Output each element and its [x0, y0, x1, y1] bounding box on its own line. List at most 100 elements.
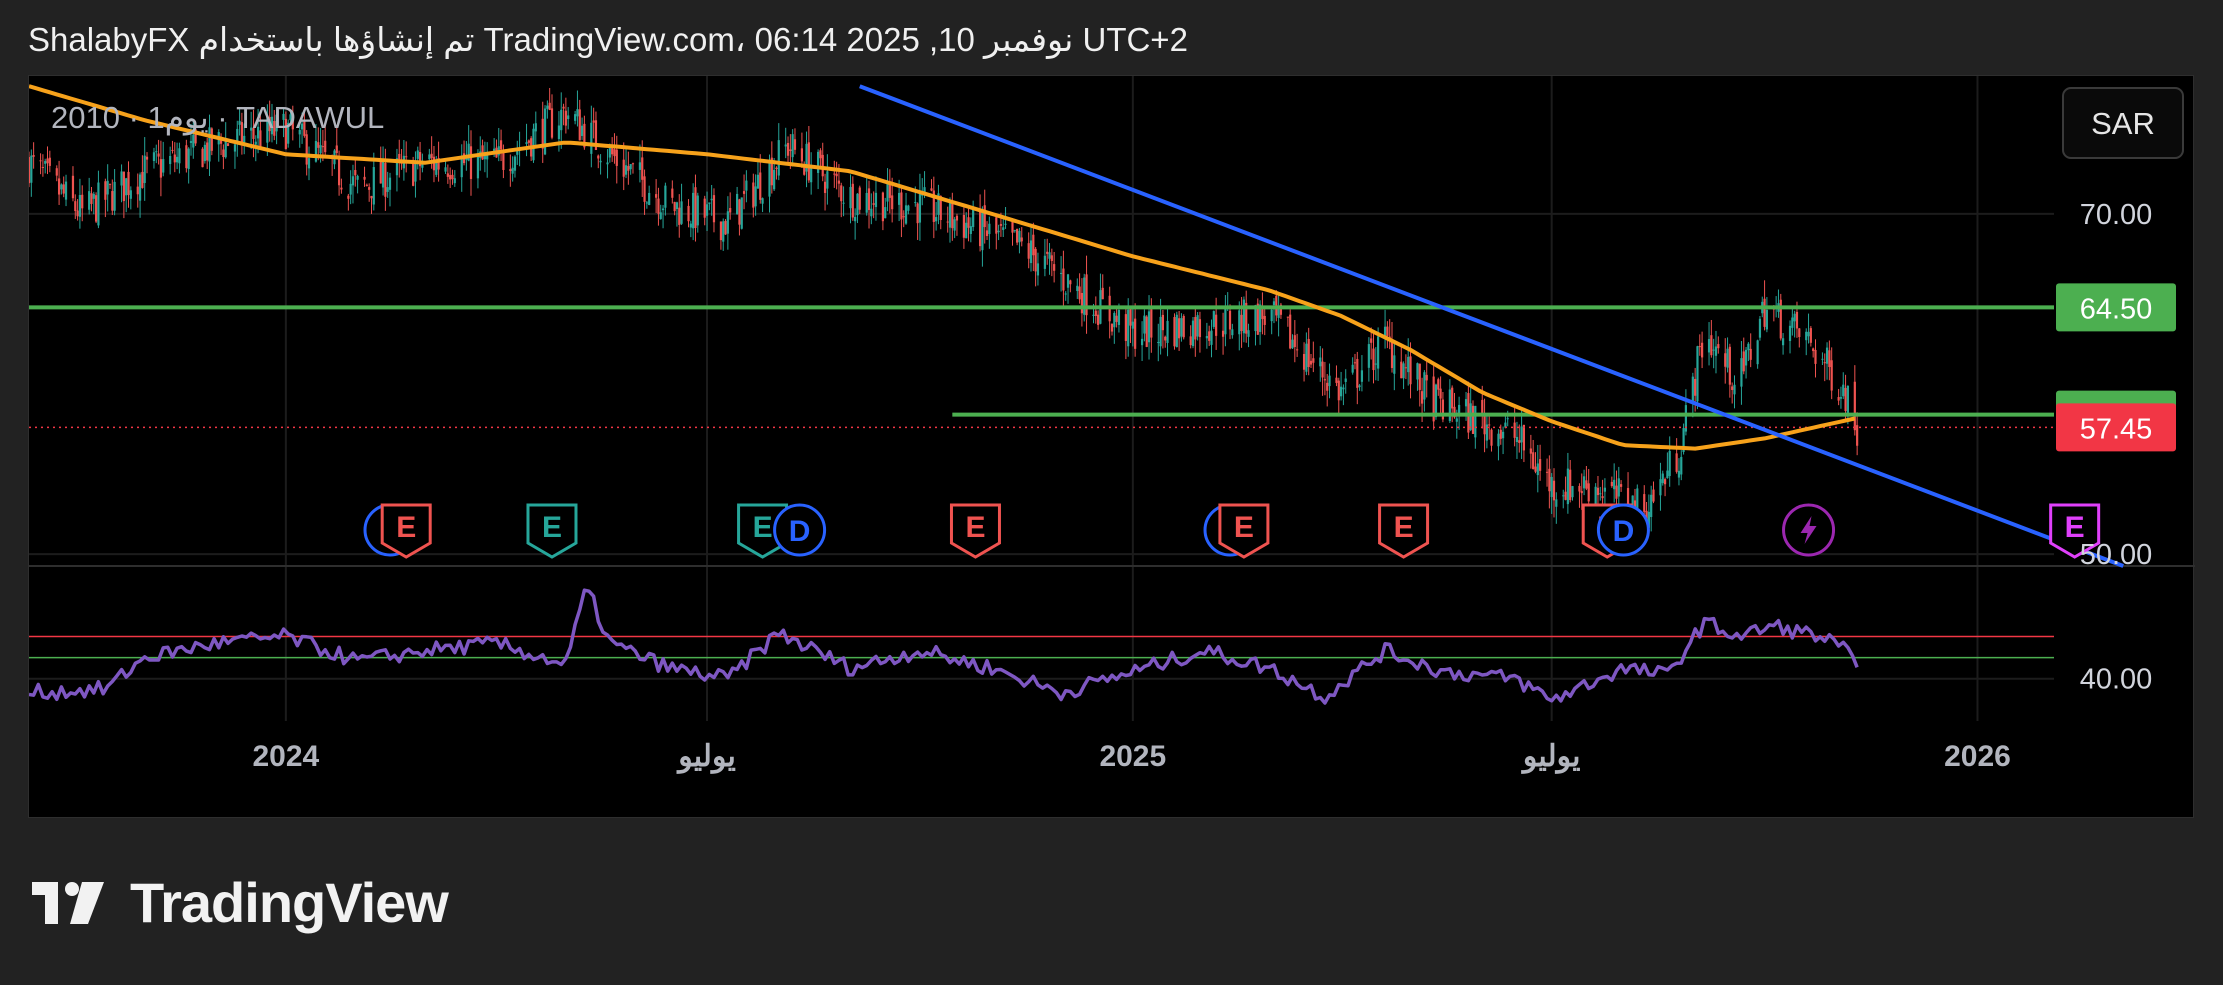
candle-body	[81, 194, 84, 209]
candle-body	[710, 198, 713, 201]
candle-body	[513, 156, 517, 171]
candle-body	[1293, 335, 1296, 347]
candle-body	[1191, 320, 1195, 347]
candle	[712, 188, 716, 233]
candle-body	[1124, 314, 1127, 341]
candle	[282, 108, 285, 138]
candle-body	[965, 222, 968, 239]
candle	[719, 221, 723, 250]
earnings-marker-label: E	[1394, 511, 1414, 544]
candle	[724, 219, 727, 235]
candle	[548, 87, 551, 111]
candle	[1050, 248, 1053, 277]
candle-body	[680, 201, 683, 224]
candle	[226, 143, 230, 147]
candle-body	[1029, 240, 1033, 264]
candle	[1189, 325, 1192, 349]
candle-body	[786, 142, 790, 156]
candle	[30, 149, 33, 197]
currency-button[interactable]: SAR	[2062, 87, 2184, 159]
candle	[826, 154, 829, 205]
candle-body	[1485, 424, 1488, 441]
candle	[888, 169, 891, 214]
candle	[978, 194, 982, 252]
candle-body	[1506, 418, 1509, 420]
candle-body	[270, 116, 274, 135]
candle-body	[1765, 309, 1768, 330]
candle	[1400, 345, 1403, 379]
candle	[819, 148, 822, 168]
candle-body	[88, 191, 91, 210]
candle-body	[1178, 318, 1181, 339]
candle-body	[1076, 285, 1079, 292]
candle-body	[1795, 311, 1799, 329]
candle-body	[97, 182, 100, 226]
candle-body	[1758, 318, 1762, 338]
candle-body	[1205, 336, 1208, 339]
candle	[1423, 370, 1426, 412]
candle-body	[1059, 272, 1063, 274]
earnings-marker-label: E	[1234, 511, 1254, 544]
candle	[953, 216, 956, 239]
candle	[108, 183, 112, 189]
candle-body	[273, 121, 276, 136]
candle	[900, 184, 903, 238]
candle	[541, 101, 544, 163]
candle	[1231, 323, 1234, 339]
candle	[1069, 279, 1072, 293]
candle-body	[985, 230, 989, 236]
price-badge: 64.50	[2056, 283, 2176, 332]
candle-body	[194, 129, 197, 144]
chart-panel[interactable]: DEEEDEDEEEDE70.0050.0040.0064.5058.2057.…	[28, 75, 2195, 819]
candle-body	[1529, 448, 1532, 454]
candle	[469, 130, 473, 196]
candle-body	[1839, 397, 1843, 399]
candle	[1342, 384, 1345, 406]
candle-body	[805, 143, 808, 172]
candle-body	[106, 180, 109, 195]
candle	[800, 132, 804, 169]
candle	[1758, 316, 1762, 341]
candle-body	[525, 142, 528, 145]
candle-body	[886, 182, 889, 202]
candle	[1307, 327, 1310, 376]
candle-body	[1256, 303, 1259, 335]
earnings-marker-label: E	[753, 511, 773, 544]
candle	[1180, 313, 1183, 342]
candle-body	[615, 149, 618, 166]
candle-body	[1062, 268, 1065, 291]
candle	[1291, 334, 1294, 349]
candle	[300, 112, 304, 144]
candle-body	[904, 205, 908, 224]
price-chart-svg[interactable]: DEEEDEDEEEDE70.0050.0040.0064.5058.2057.…	[29, 76, 2195, 819]
candle-body	[703, 198, 706, 218]
candle-body	[451, 174, 454, 180]
candle	[1032, 222, 1035, 272]
candle-body	[694, 187, 697, 229]
candle	[643, 169, 646, 215]
candle-body	[705, 204, 709, 216]
candle-body	[541, 118, 544, 149]
candle-body	[648, 192, 651, 205]
candle-body	[548, 102, 551, 110]
candle-body	[1409, 356, 1412, 385]
candle-body	[1726, 348, 1729, 368]
candle	[499, 129, 503, 162]
candle	[840, 182, 843, 218]
candle	[192, 120, 195, 159]
event-marker-earnings: E	[1218, 503, 1270, 559]
candle	[222, 144, 225, 170]
candle-body	[1402, 363, 1405, 379]
candle-body	[673, 201, 676, 212]
candle-body	[122, 171, 125, 202]
candle-body	[1499, 429, 1502, 439]
candle-body	[793, 139, 797, 150]
candle	[1661, 470, 1664, 486]
candle-body	[738, 199, 741, 225]
candle	[44, 158, 47, 174]
candle	[1046, 238, 1049, 265]
candle	[1571, 485, 1574, 501]
candle	[1562, 489, 1565, 509]
candle-body	[62, 184, 65, 194]
candle-body	[104, 181, 107, 200]
